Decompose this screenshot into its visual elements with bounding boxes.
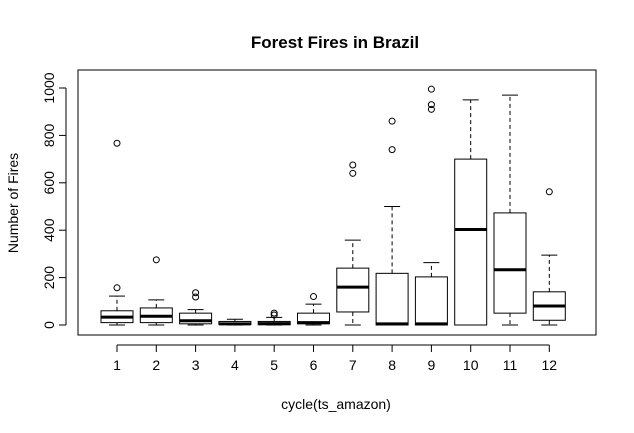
box-iqr	[414, 276, 448, 326]
outlier-point	[349, 169, 357, 177]
x-tick-label: 11	[503, 357, 518, 373]
x-axis: 1 2 3 4 5 6 7 8 9 10 11 12	[113, 344, 558, 373]
box-12	[532, 188, 566, 326]
x-tick-label: 3	[192, 357, 200, 373]
y-tick-label: 200	[41, 266, 57, 290]
outlier-point	[113, 284, 121, 292]
x-tick-label: 9	[428, 357, 436, 373]
x-tick-label: 4	[231, 357, 239, 373]
y-tick-label: 1000	[41, 72, 57, 103]
y-axis-label: Number of Fires	[5, 153, 21, 253]
boxes	[100, 85, 566, 326]
box-7	[336, 161, 370, 326]
outlier-point	[270, 311, 278, 319]
outlier-point	[427, 105, 435, 113]
y-tick-label: 800	[41, 124, 57, 148]
box-4	[218, 318, 252, 326]
box-8	[375, 117, 409, 326]
outlier-point	[192, 289, 200, 297]
x-tick-label: 12	[542, 357, 558, 373]
outlier-point	[113, 139, 121, 147]
box-5	[257, 309, 291, 326]
box-3	[179, 289, 213, 326]
box-iqr	[336, 267, 370, 313]
box-6	[297, 293, 330, 326]
x-tick-label: 8	[388, 357, 396, 373]
x-tick-label: 6	[310, 357, 318, 373]
outlier-point	[388, 117, 396, 125]
outlier-point	[388, 146, 396, 154]
x-tick-label: 10	[463, 357, 479, 373]
outlier-point	[427, 101, 435, 109]
box-iqr	[375, 272, 409, 326]
x-tick-label: 1	[113, 357, 121, 373]
x-axis-label: cycle(ts_amazon)	[281, 396, 391, 412]
outlier-point	[427, 85, 435, 93]
outlier-point	[310, 293, 317, 301]
y-tick-label: 600	[41, 171, 57, 195]
box-iqr	[179, 312, 213, 325]
y-tick-label: 400	[41, 218, 57, 242]
box-2	[139, 256, 173, 326]
box-iqr	[493, 212, 527, 314]
box-1	[100, 139, 134, 326]
box-11	[493, 94, 527, 326]
outlier-point	[349, 161, 357, 169]
x-tick-label: 7	[349, 357, 357, 373]
outlier-point	[192, 293, 200, 301]
box-iqr	[454, 158, 488, 326]
y-axis: 0 200 400 600 800 1000	[41, 72, 67, 329]
box-10	[454, 99, 488, 326]
outlier-point	[152, 256, 160, 264]
box-9	[414, 85, 448, 326]
y-tick-label: 0	[41, 321, 57, 329]
outlier-point	[270, 309, 278, 317]
x-tick-label: 5	[270, 357, 278, 373]
plot-frame	[77, 69, 597, 336]
chart-title: Forest Fires in Brazil	[251, 33, 419, 52]
x-tick-label: 2	[152, 357, 160, 373]
outlier-point	[545, 188, 553, 196]
